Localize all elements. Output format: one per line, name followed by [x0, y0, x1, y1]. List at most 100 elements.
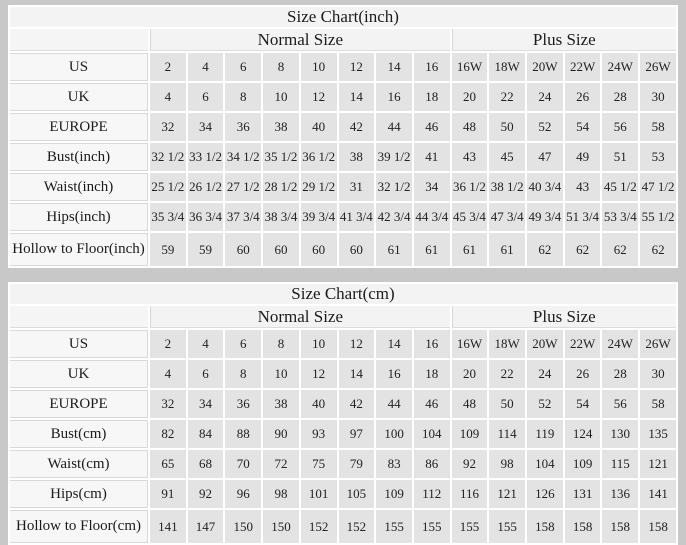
size-cell: 36 3/4	[187, 203, 224, 231]
size-cell: 101	[300, 480, 337, 508]
size-cell: 49	[564, 143, 601, 171]
size-cell: 44	[376, 113, 412, 141]
size-cell: 22	[489, 360, 526, 388]
row-label: UK	[10, 83, 148, 111]
size-cell: 24	[527, 360, 563, 388]
size-cell: 36 1/2	[451, 173, 488, 201]
size-cell: 48	[451, 390, 488, 418]
size-cell: 115	[602, 450, 639, 478]
size-cell: 35 1/2	[263, 143, 299, 171]
corner-cell	[10, 306, 148, 328]
size-cell: 4	[150, 360, 186, 388]
size-cell: 14	[338, 83, 375, 111]
row-label: US	[10, 330, 148, 358]
table-row: UK 4 6 8 10 12 14 16 18 20 22 24 26 28 30	[10, 360, 676, 388]
size-cell: 65	[150, 450, 186, 478]
size-cell: 41	[413, 143, 450, 171]
size-cell: 109	[451, 420, 488, 448]
size-cell: 61	[413, 233, 450, 266]
size-chart-table-cm: Size Chart(cm) Normal Size Plus Size US 2…	[8, 282, 678, 545]
size-cell: 155	[376, 510, 412, 543]
size-cell: 38	[263, 113, 299, 141]
size-cell: 26W	[640, 53, 676, 81]
size-cell: 104	[527, 450, 563, 478]
size-cell: 158	[602, 510, 639, 543]
size-cell: 24W	[602, 330, 639, 358]
size-cell: 155	[413, 510, 450, 543]
size-cell: 6	[187, 83, 224, 111]
size-cell: 10	[263, 83, 299, 111]
size-cell: 53	[640, 143, 676, 171]
size-cell: 2	[150, 53, 186, 81]
row-label: EUROPE	[10, 390, 148, 418]
size-cell: 8	[225, 83, 262, 111]
size-cell: 51 3/4	[564, 203, 601, 231]
plus-size-header: Plus Size	[451, 29, 676, 51]
chart-title-row: Size Chart(cm)	[10, 284, 676, 304]
size-cell: 4	[187, 330, 224, 358]
size-cell: 6	[187, 360, 224, 388]
section-header-row: Normal Size Plus Size	[10, 29, 676, 51]
size-cell: 25 1/2	[150, 173, 186, 201]
size-cell: 20	[451, 360, 488, 388]
size-cell: 8	[263, 53, 299, 81]
size-cell: 62	[527, 233, 563, 266]
table-body: US 2 4 6 8 10 12 14 16 16W 18W 20W 22W 24W 26W UK 4 6 8 10 1…	[10, 53, 676, 266]
size-cell: 114	[489, 420, 526, 448]
size-chart-table-inch: Size Chart(inch) Normal Size Plus Size U…	[8, 5, 678, 268]
size-cell: 14	[376, 53, 412, 81]
size-cell: 39 1/2	[376, 143, 412, 171]
size-cell: 60	[300, 233, 337, 266]
size-cell: 24W	[602, 53, 639, 81]
table-row: Hollow to Floor(inch) 59 59 60 60 60 60 61 61 61 6…	[10, 233, 676, 266]
size-cell: 97	[338, 420, 375, 448]
size-cell: 54	[564, 113, 601, 141]
size-cell: 22W	[564, 53, 601, 81]
size-cell: 88	[225, 420, 262, 448]
size-cell: 34	[413, 173, 450, 201]
size-cell: 152	[338, 510, 375, 543]
size-cell: 61	[376, 233, 412, 266]
size-cell: 131	[564, 480, 601, 508]
size-cell: 100	[376, 420, 412, 448]
normal-size-header: Normal Size	[150, 29, 450, 51]
size-cell: 34	[187, 113, 224, 141]
table-body: US 2 4 6 8 10 12 14 16 16W 18W 20W 22W 24W 26W UK 4 6 8 10 1…	[10, 330, 676, 543]
size-cell: 12	[300, 360, 337, 388]
table-row: Waist(cm) 65 68 70 72 75 79 83 86 92 98 104 109 115 12…	[10, 450, 676, 478]
size-cell: 155	[451, 510, 488, 543]
size-cell: 112	[413, 480, 450, 508]
size-cell: 82	[150, 420, 186, 448]
size-cell: 30	[640, 83, 676, 111]
size-cell: 32	[150, 113, 186, 141]
size-cell: 121	[489, 480, 526, 508]
size-cell: 44 3/4	[413, 203, 450, 231]
size-cell: 56	[602, 113, 639, 141]
size-cell: 116	[451, 480, 488, 508]
size-cell: 46	[413, 390, 450, 418]
size-cell: 124	[564, 420, 601, 448]
chart-title-row: Size Chart(inch)	[10, 7, 676, 27]
size-cell: 135	[640, 420, 676, 448]
size-cell: 47 3/4	[489, 203, 526, 231]
size-cell: 31	[338, 173, 375, 201]
size-cell: 72	[263, 450, 299, 478]
size-cell: 93	[300, 420, 337, 448]
size-cell: 14	[376, 330, 412, 358]
size-cell: 29 1/2	[300, 173, 337, 201]
size-cell: 126	[527, 480, 563, 508]
size-chart-page: Size Chart(inch) Normal Size Plus Size U…	[8, 5, 678, 545]
size-cell: 98	[263, 480, 299, 508]
size-cell: 26 1/2	[187, 173, 224, 201]
size-cell: 141	[640, 480, 676, 508]
size-cell: 24	[527, 83, 563, 111]
table-row: Bust(cm) 82 84 88 90 93 97 100 104 109 114 119 124 13…	[10, 420, 676, 448]
size-cell: 60	[263, 233, 299, 266]
size-cell: 41 3/4	[338, 203, 375, 231]
size-cell: 45 3/4	[451, 203, 488, 231]
size-cell: 50	[489, 113, 526, 141]
size-cell: 16	[376, 360, 412, 388]
size-cell: 12	[300, 83, 337, 111]
size-cell: 92	[451, 450, 488, 478]
size-cell: 14	[338, 360, 375, 388]
